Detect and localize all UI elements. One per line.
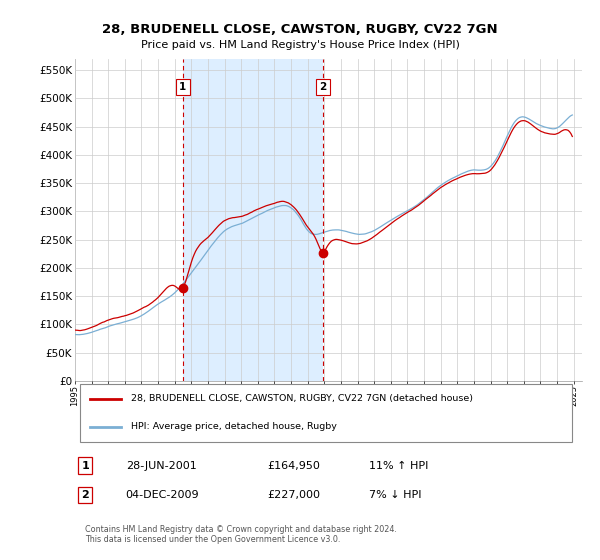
Text: HPI: Average price, detached house, Rugby: HPI: Average price, detached house, Rugb… (131, 422, 337, 431)
Text: 11% ↑ HPI: 11% ↑ HPI (369, 460, 428, 470)
Text: Price paid vs. HM Land Registry's House Price Index (HPI): Price paid vs. HM Land Registry's House … (140, 40, 460, 50)
Text: 7% ↓ HPI: 7% ↓ HPI (369, 489, 422, 500)
Text: £227,000: £227,000 (268, 489, 320, 500)
Text: 04-DEC-2009: 04-DEC-2009 (126, 489, 199, 500)
Text: 28, BRUDENELL CLOSE, CAWSTON, RUGBY, CV22 7GN (detached house): 28, BRUDENELL CLOSE, CAWSTON, RUGBY, CV2… (131, 394, 473, 403)
Text: 1: 1 (81, 460, 89, 470)
Text: £164,950: £164,950 (268, 460, 320, 470)
Text: 28-JUN-2001: 28-JUN-2001 (126, 460, 196, 470)
Text: Contains HM Land Registry data © Crown copyright and database right 2024.
This d: Contains HM Land Registry data © Crown c… (85, 525, 397, 544)
Text: 2: 2 (319, 82, 326, 92)
FancyBboxPatch shape (80, 384, 572, 442)
Text: 2: 2 (81, 489, 89, 500)
Text: 1: 1 (179, 82, 187, 92)
Bar (183, 59, 323, 381)
Text: 28, BRUDENELL CLOSE, CAWSTON, RUGBY, CV22 7GN: 28, BRUDENELL CLOSE, CAWSTON, RUGBY, CV2… (102, 24, 498, 36)
